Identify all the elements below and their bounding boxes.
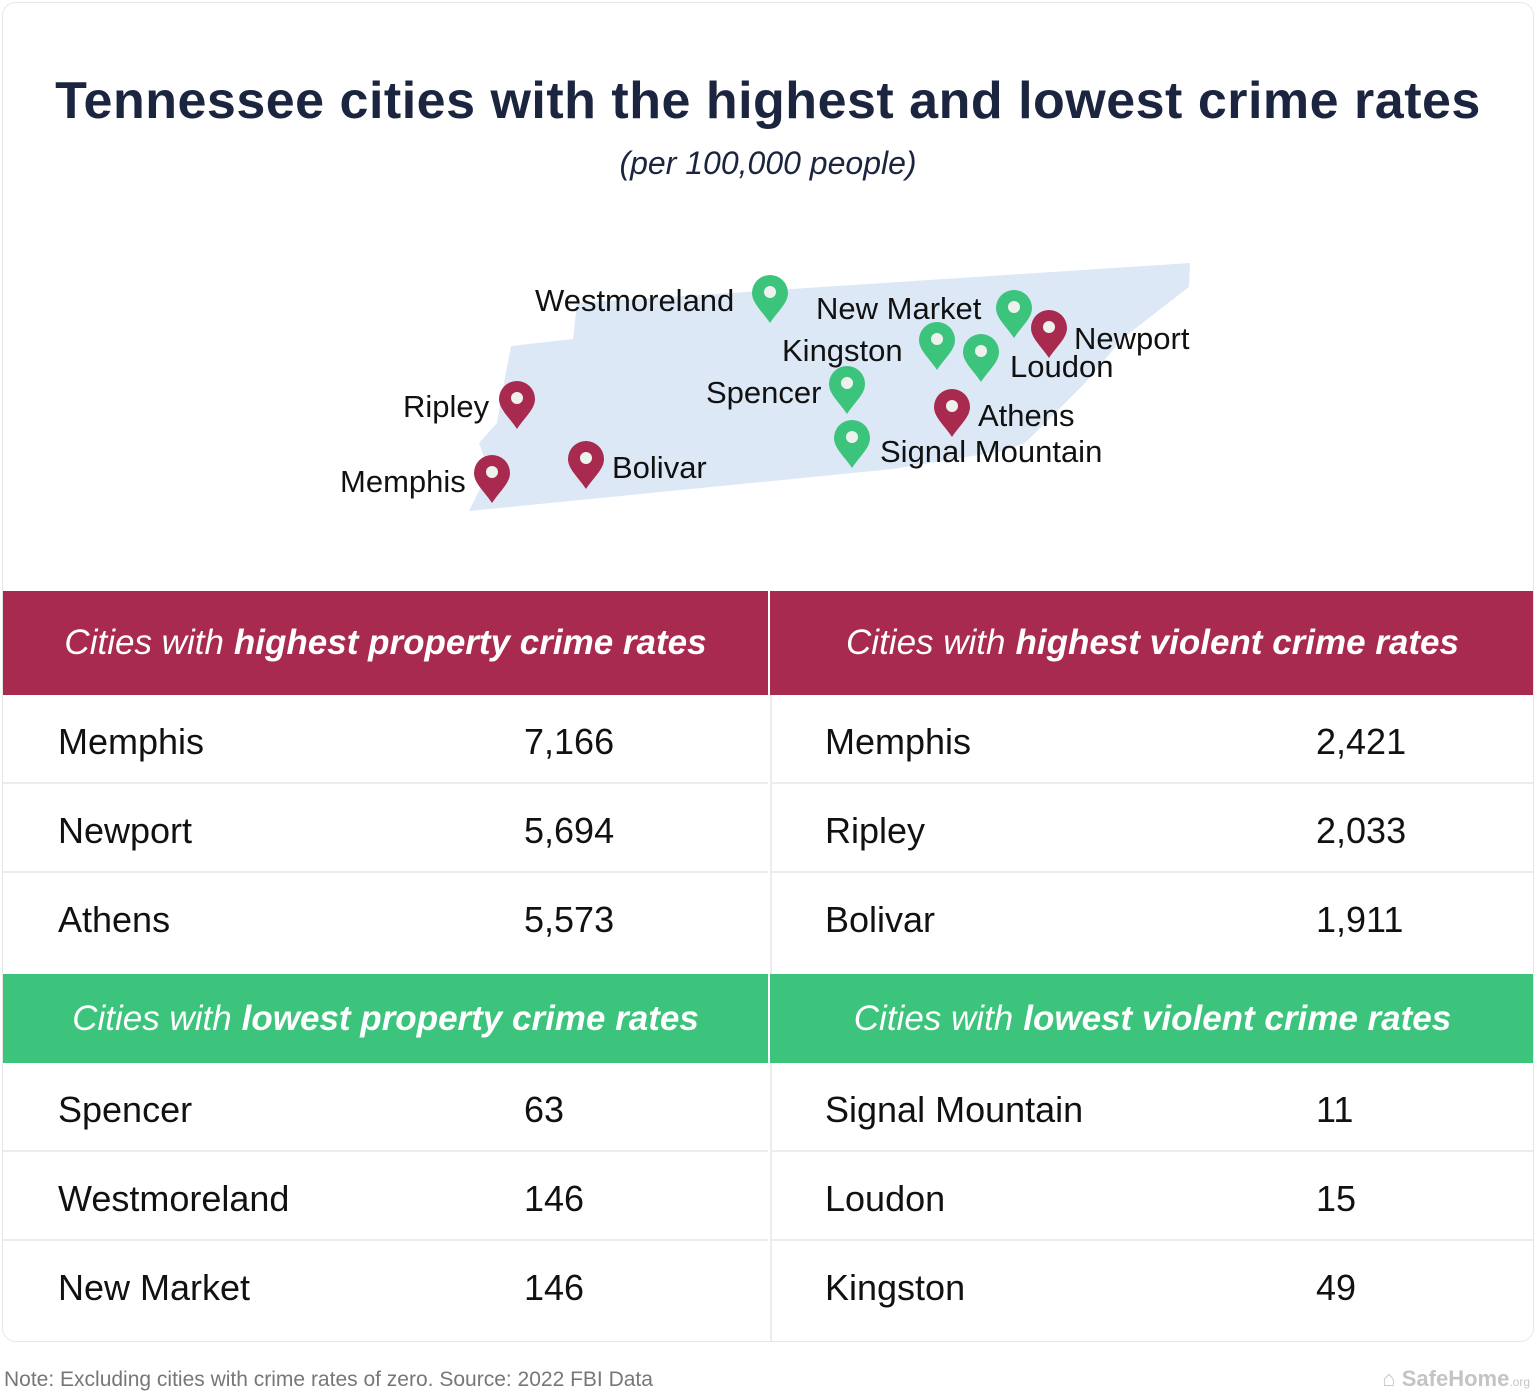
header-highest-violent: Cities with highest violent crime rates xyxy=(770,591,1533,695)
table-row: Westmoreland 146 xyxy=(3,1152,768,1241)
crime-rate-value: 5,573 xyxy=(524,899,615,940)
map-pin-icon xyxy=(474,455,510,503)
city-name: Ripley xyxy=(825,810,926,851)
table-row: Signal Mountain 11 xyxy=(770,1063,1533,1152)
header-lowest-property: Cities with lowest property crime rates xyxy=(3,974,768,1063)
table-row: Loudon 15 xyxy=(770,1152,1533,1241)
crime-rate-value: 146 xyxy=(524,1178,585,1219)
map-pin-icon xyxy=(963,334,999,382)
city-name: Bolivar xyxy=(825,899,936,940)
page-title: Tennessee cities with the highest and lo… xyxy=(55,72,1481,130)
table-row: Ripley 2,033 xyxy=(770,784,1533,873)
header-emphasis: highest property crime rates xyxy=(233,623,707,662)
city-name: New Market xyxy=(58,1267,251,1308)
map-pin-icon xyxy=(1031,310,1067,358)
footer-note: Note: Excluding cities with crime rates … xyxy=(4,1368,653,1391)
table-row: Athens 5,573 xyxy=(3,873,768,962)
crime-rate-value: 7,166 xyxy=(524,721,615,762)
header-emphasis: highest violent crime rates xyxy=(1015,623,1459,662)
header-prefix: Cities with xyxy=(72,998,232,1038)
infographic-card: Tennessee cities with the highest and lo… xyxy=(2,2,1534,1342)
map-label-athens: Athens xyxy=(978,398,1075,433)
crime-rate-value: 11 xyxy=(1316,1089,1354,1130)
city-name: Athens xyxy=(58,899,171,940)
header-highest-property: Cities with highest property crime rates xyxy=(3,591,768,695)
table-row: Memphis 7,166 xyxy=(3,695,768,784)
map-label-kingston: Kingston xyxy=(782,333,903,368)
header-prefix: Cities with xyxy=(846,623,1006,662)
city-name: Signal Mountain xyxy=(825,1089,1084,1130)
map-pin-icon xyxy=(499,381,535,429)
map-label-new-market: New Market xyxy=(816,291,982,326)
header-prefix: Cities with xyxy=(64,623,224,662)
map-label-newport: Newport xyxy=(1074,321,1190,356)
table-row: Newport 5,694 xyxy=(3,784,768,873)
table-row: Kingston 49 xyxy=(770,1241,1533,1330)
map-label-memphis: Memphis xyxy=(340,464,466,499)
map-label-westmoreland: Westmoreland xyxy=(535,283,735,318)
safehome-logo: ⌂ SafeHome.org xyxy=(1382,1366,1530,1392)
header-emphasis: lowest violent crime rates xyxy=(1023,998,1452,1038)
map-label-signal-mountain: Signal Mountain xyxy=(880,434,1103,469)
header-lowest-violent: Cities with lowest violent crime rates xyxy=(770,974,1533,1063)
crime-rate-value: 2,421 xyxy=(1316,721,1407,762)
city-name: Kingston xyxy=(825,1267,966,1308)
map-pin-icon xyxy=(829,366,865,414)
city-name: Memphis xyxy=(58,721,205,762)
map-label-loudon: Loudon xyxy=(1010,349,1114,384)
crime-rate-value: 63 xyxy=(524,1089,565,1130)
column-divider xyxy=(770,1063,772,1341)
city-name: Loudon xyxy=(825,1178,946,1219)
crime-rate-value: 1,911 xyxy=(1316,899,1404,940)
city-name: Memphis xyxy=(825,721,972,762)
map-label-bolivar: Bolivar xyxy=(612,450,707,485)
city-name: Newport xyxy=(58,810,193,851)
table-row: New Market 146 xyxy=(3,1241,768,1330)
map-label-spencer: Spencer xyxy=(706,375,822,410)
crime-rate-value: 15 xyxy=(1316,1178,1357,1219)
crime-rate-value: 146 xyxy=(524,1267,585,1308)
map-pin-icon xyxy=(934,389,970,437)
tennessee-map xyxy=(469,263,1190,511)
subtitle: (per 100,000 people) xyxy=(619,145,917,181)
city-name: Westmoreland xyxy=(58,1178,290,1219)
map-pin-icon xyxy=(996,290,1032,338)
logo-tld: .org xyxy=(1509,1375,1530,1389)
map-pin-icon xyxy=(568,441,604,489)
table-row: Memphis 2,421 xyxy=(770,695,1533,784)
crime-rate-value: 5,694 xyxy=(524,810,615,851)
map-pin-icon xyxy=(752,275,788,323)
map-pin-icon xyxy=(834,420,870,468)
table-row: Bolivar 1,911 xyxy=(770,873,1533,962)
header-emphasis: lowest property crime rates xyxy=(241,998,699,1038)
crime-rate-value: 2,033 xyxy=(1316,810,1407,851)
crime-rate-value: 49 xyxy=(1316,1267,1357,1308)
logo-text: SafeHome xyxy=(1401,1366,1510,1391)
header-prefix: Cities with xyxy=(853,998,1014,1038)
map-pin-icon xyxy=(919,322,955,370)
map-label-ripley: Ripley xyxy=(403,389,490,424)
table-row: Spencer 63 xyxy=(3,1063,768,1152)
house-icon: ⌂ xyxy=(1382,1366,1396,1391)
city-name: Spencer xyxy=(58,1089,193,1130)
column-divider xyxy=(770,695,772,974)
